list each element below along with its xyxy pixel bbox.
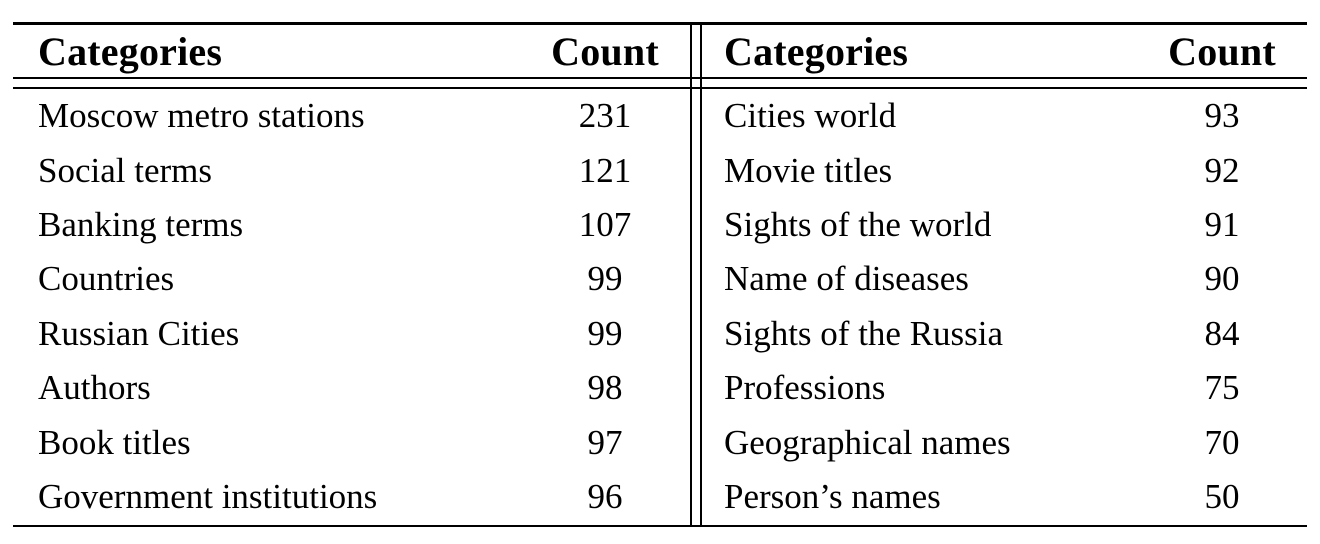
count-cell: 75 [1204,368,1240,408]
category-cell: Geographical names [724,422,1011,462]
categories-count-table: Categories Count Moscow metro stations 2… [13,22,1307,527]
count-cell: 98 [587,368,623,408]
table-panel-left: Categories Count Moscow metro stations 2… [13,25,690,525]
category-cell: Professions [724,368,886,408]
header-cell-categories: Categories [38,28,223,74]
category-cell: Name of diseases [724,259,969,299]
header-cell-count: Count [551,28,659,74]
count-cell: 92 [1204,150,1240,190]
count-cell: 97 [587,422,623,462]
count-cell: 84 [1204,313,1240,353]
table-row: Movie titles 92 [702,143,1307,197]
count-cell: 107 [578,204,632,244]
header-row: Categories Count [13,25,690,77]
count-cell: 121 [578,150,632,190]
table-row: Authors 98 [13,361,690,415]
header-rule-spacer [702,77,1307,89]
category-cell: Government institutions [38,476,378,516]
table-row: Professions 75 [702,361,1307,415]
table-row: Name of diseases 90 [702,252,1307,306]
count-cell: 70 [1204,422,1240,462]
category-cell: Person’s names [724,476,941,516]
count-cell: 91 [1204,204,1240,244]
count-cell: 93 [1204,96,1240,136]
table-row: Countries 99 [13,252,690,306]
table-row: Person’s names 50 [702,470,1307,524]
category-cell: Sights of the Russia [724,313,1004,353]
table-row: Government institutions 96 [13,470,690,524]
table-row: Sights of the Russia 84 [702,307,1307,361]
count-cell: 90 [1204,259,1240,299]
table-row: Cities world 93 [702,89,1307,143]
count-cell: 99 [587,313,623,353]
category-cell: Countries [38,259,175,299]
count-cell: 99 [587,259,623,299]
panel-divider-double-line [690,25,702,525]
table-row: Russian Cities 99 [13,307,690,361]
header-rule-spacer [13,77,690,89]
category-cell: Movie titles [724,150,893,190]
category-cell: Book titles [38,422,191,462]
header-row: Categories Count [702,25,1307,77]
category-cell: Moscow metro stations [38,96,365,136]
count-cell: 231 [578,96,632,136]
category-cell: Sights of the world [724,204,992,244]
table-panel-right: Categories Count Cities world 93 Movie t… [702,25,1307,525]
category-cell: Authors [38,368,151,408]
category-cell: Social terms [38,150,212,190]
table-row: Banking terms 107 [13,198,690,252]
table-row: Geographical names 70 [702,415,1307,469]
table-row: Book titles 97 [13,415,690,469]
category-cell: Russian Cities [38,313,240,353]
count-cell: 50 [1204,476,1240,516]
header-cell-count: Count [1168,28,1276,74]
table-row: Sights of the world 91 [702,198,1307,252]
header-cell-categories: Categories [724,28,909,74]
category-cell: Cities world [724,96,897,136]
table-row: Social terms 121 [13,143,690,197]
table-row: Moscow metro stations 231 [13,89,690,143]
count-cell: 96 [587,476,623,516]
category-cell: Banking terms [38,204,244,244]
